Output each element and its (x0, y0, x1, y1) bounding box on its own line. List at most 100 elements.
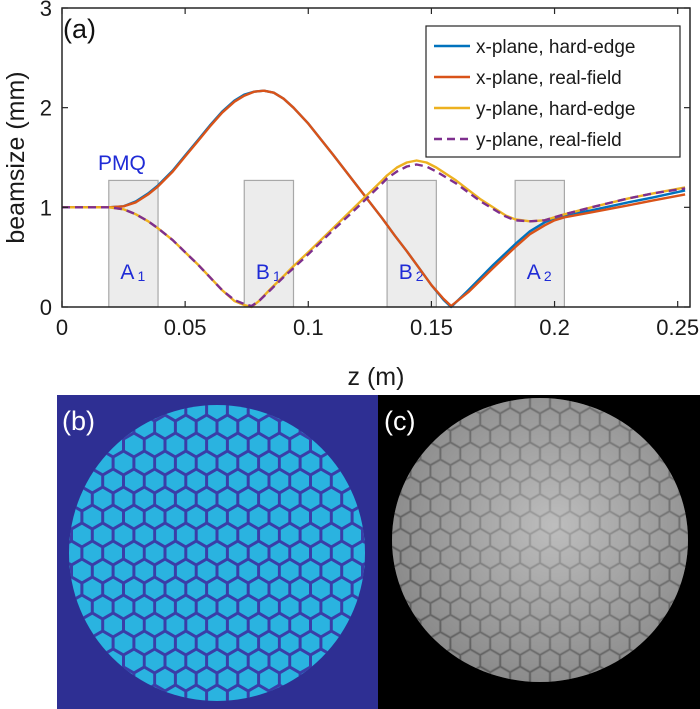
hex-cell (227, 612, 249, 638)
hex-cell (185, 504, 207, 530)
y-tick-label: 2 (40, 96, 52, 121)
hex-cell (216, 558, 238, 584)
legend-label-2: x-plane, real-field (476, 68, 622, 89)
hex-cell (164, 504, 186, 530)
hex-cell (216, 522, 238, 548)
hex-cell (227, 468, 249, 494)
panel-c-measured-pattern: (c) (378, 374, 700, 709)
hex-cell (123, 648, 145, 674)
legend-label-3: y-plane, hard-edge (476, 99, 636, 120)
hex-cell (102, 468, 124, 494)
hex-cell (279, 486, 301, 512)
hex-cell (331, 540, 353, 566)
hex-cell (541, 374, 560, 395)
hex-cell (299, 450, 322, 476)
hex-cell (175, 594, 197, 620)
hex-cell (133, 486, 155, 512)
hex-cell (133, 450, 155, 476)
hex-cell (185, 612, 207, 638)
x-tick-label: 0 (56, 315, 68, 340)
hex-cell (71, 558, 93, 584)
hex-cell (102, 612, 124, 638)
hex-cell (206, 504, 228, 530)
hex-cell (237, 630, 259, 656)
hex-cell (289, 504, 311, 530)
hex-cell (71, 522, 93, 548)
hex-cell (185, 648, 207, 674)
hex-cell (185, 405, 207, 422)
x-tick-label: 0.25 (656, 315, 699, 340)
hex-cell (258, 450, 280, 476)
hex-cell (279, 450, 301, 476)
legend-label-4: y-plane, real-field (476, 130, 622, 151)
hex-cell (113, 594, 134, 620)
element-box-a1 (108, 179, 159, 308)
hex-cell (320, 486, 342, 512)
hex-cell (258, 558, 280, 584)
hex-cell (123, 432, 145, 458)
hex-cell (206, 432, 228, 458)
hex-cell (154, 558, 176, 584)
hex-cell (521, 374, 540, 395)
hex-cell (341, 558, 363, 584)
hex-cell (196, 666, 218, 692)
hex-cell (268, 540, 290, 566)
hex-cell (331, 576, 353, 602)
hex-cell (206, 576, 228, 602)
hex-cell (341, 522, 363, 548)
hex-cell (248, 540, 270, 566)
hex-cell (185, 468, 207, 494)
hex-cell (123, 576, 145, 602)
hex-cell (206, 684, 228, 701)
hex-cell (248, 432, 270, 458)
hex-cell (92, 486, 114, 512)
y-tick-label: 0 (40, 295, 52, 320)
hex-cell (351, 540, 365, 566)
hex-cell (102, 540, 124, 566)
hex-cell (331, 504, 353, 530)
series-line-2 (62, 89, 686, 308)
hex-cell (216, 414, 238, 440)
element-subscript-a1: 1 (138, 268, 146, 284)
hex-cell (289, 612, 311, 638)
hex-cell (310, 612, 332, 638)
hex-cell (268, 504, 290, 530)
hex-cell (258, 666, 280, 692)
panel-c-glow (392, 398, 688, 682)
hex-cell (310, 504, 332, 530)
hex-cell (175, 450, 197, 476)
hex-cell (258, 522, 280, 548)
hex-cell (81, 576, 103, 602)
element-box-b1 (243, 179, 295, 308)
hex-cell (175, 630, 197, 656)
hex-cell (123, 504, 145, 530)
hex-cell (248, 612, 270, 638)
hex-cell (154, 414, 176, 440)
hex-cell (144, 612, 166, 638)
hex-cell (185, 576, 207, 602)
hex-cell (164, 540, 186, 566)
x-tick-label: 0.15 (410, 315, 453, 340)
hex-cell (258, 594, 280, 620)
hex-cell (289, 468, 311, 494)
hex-cell (268, 432, 290, 458)
hex-cell (268, 468, 290, 494)
hex-cell (154, 450, 176, 476)
hex-cell (258, 486, 280, 512)
element-label-b1: B (256, 261, 270, 284)
hex-cell (279, 630, 301, 656)
hex-cell (216, 630, 238, 656)
hex-cell (113, 558, 134, 584)
hex-cell (175, 522, 197, 548)
hex-cell (268, 576, 290, 602)
hex-cell (196, 414, 218, 440)
hex-cell (320, 522, 342, 548)
hex-cell (299, 594, 322, 620)
hex-cell (501, 374, 520, 395)
hex-cell (133, 558, 155, 584)
hex-cell (164, 432, 186, 458)
hex-cell (102, 576, 124, 602)
hex-cell (144, 432, 166, 458)
